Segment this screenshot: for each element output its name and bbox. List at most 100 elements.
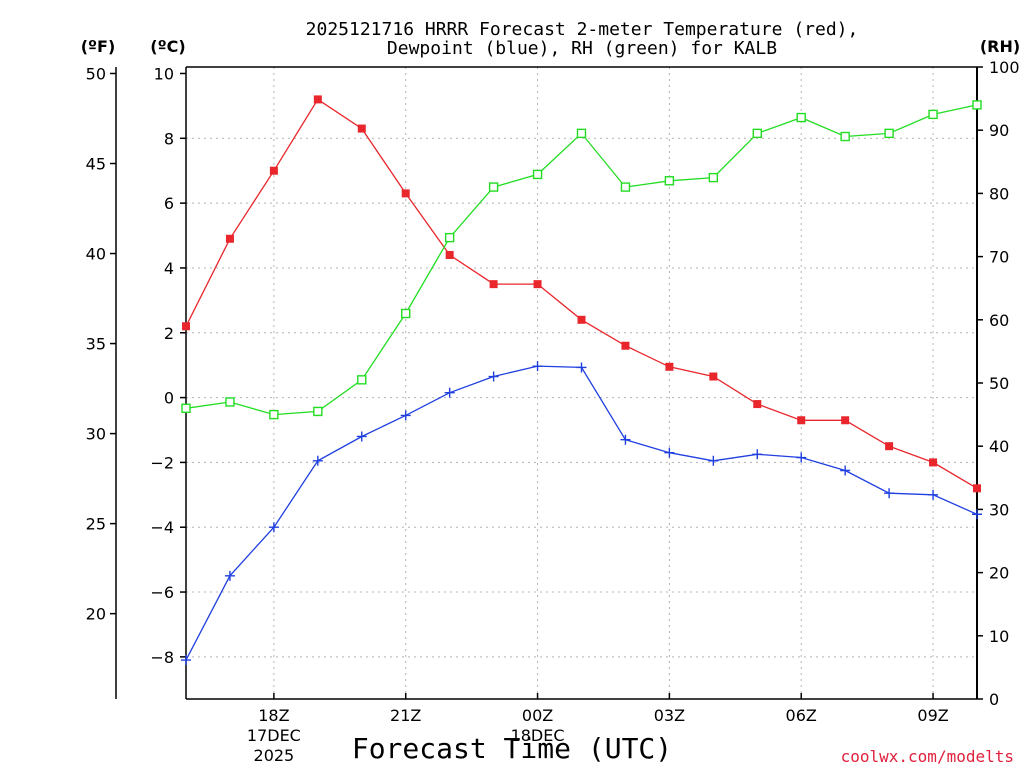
temperature-point [621,341,630,350]
celsius-tick-label: −8 [150,648,174,667]
x-tick-label: 00Z [522,706,553,725]
celsius-tick-label: 4 [164,259,174,278]
fahrenheit-tick-label: 40 [86,245,106,264]
rh-tick-label: 100 [989,58,1020,77]
celsius-tick-label: −2 [150,453,174,472]
dewpoint-point [884,488,895,499]
rh-tick-label: 30 [989,500,1009,519]
rh-point [620,182,631,192]
dewpoint-point [444,387,455,398]
celsius-tick-label: 6 [164,194,174,213]
temperature-point [182,322,190,331]
temperature-point [885,442,894,451]
tick-labels: −8−6−4−202468102025303540455001020304050… [86,58,1020,765]
temperature-point [269,166,278,175]
rh-point [357,375,367,385]
rh-point [532,169,543,180]
dewpoint-point [356,431,367,442]
fahrenheit-tick-label: 45 [86,155,106,174]
dewpoint-point [928,489,939,500]
rh-unit-label: (RH) [980,37,1020,56]
rh-point [444,232,455,243]
rh-point [972,100,982,110]
series-temperature [182,95,981,493]
rh-tick-label: 50 [989,374,1009,393]
rh-point [796,112,806,123]
dewpoint-point [312,455,323,466]
rh-point [884,128,894,139]
rh-tick-label: 40 [989,437,1009,456]
x-tick-year: 2025 [254,746,295,765]
dewpoint-point [268,522,279,533]
celsius-tick-label: 0 [164,389,174,408]
temperature-point [533,280,542,289]
rh-point [576,128,587,139]
dewpoint-point [972,509,982,520]
rh-tick-label: 70 [989,248,1009,267]
temperature-point [489,280,498,289]
temperature-point [709,372,718,381]
x-tick-date: 17DEC [247,726,301,745]
temperature-line [185,98,978,489]
rh-tick-label: 10 [989,627,1009,646]
temperature-point [313,95,322,104]
gridlines [186,67,977,699]
fahrenheit-tick-label: 35 [86,335,106,354]
celsius-tick-label: 2 [164,324,174,343]
axes [110,66,983,700]
rh-point [708,172,719,183]
dewpoint-point [532,361,543,372]
celsius-tick-label: 10 [154,64,174,83]
rh-point [401,308,411,319]
series-rh [181,100,982,420]
temperature-point [797,416,806,425]
rh-point [225,397,235,407]
temperature-point [577,315,586,324]
x-axis-title: Forecast Time (UTC) [352,732,672,765]
rh-point [313,406,323,417]
dewpoint-point [840,465,851,476]
dewpoint-point [181,655,191,666]
rh-point [269,409,279,420]
rh-point [840,131,850,142]
rh-tick-label: 20 [989,564,1009,583]
rh-point [181,403,191,413]
dewpoint-point [400,410,411,421]
rh-point [488,182,499,192]
dewpoint-point [576,362,587,373]
dewpoint-point [796,452,807,463]
temperature-point [753,400,762,409]
fahrenheit-tick-label: 30 [86,425,106,444]
temperature-point [665,362,674,371]
x-tick-label: 03Z [654,706,685,725]
temperature-point [225,234,234,243]
rh-tick-label: 0 [989,690,999,709]
dewpoint-point [752,449,763,460]
rh-tick-label: 90 [989,121,1009,140]
temperature-point [401,189,410,198]
fahrenheit-tick-label: 25 [86,515,106,534]
temperature-point [929,458,938,467]
source-credit: coolwx.com/modelts [841,747,1014,766]
fahrenheit-tick-label: 50 [86,64,106,83]
rh-tick-label: 80 [989,184,1009,203]
temperature-point [973,484,981,493]
fahrenheit-tick-label: 20 [86,605,106,624]
x-tick-date: 18DEC [511,726,565,745]
rh-point [752,128,762,139]
dewpoint-point [488,371,499,382]
x-tick-label: 09Z [917,706,948,725]
temperature-point [357,124,366,133]
series-dewpoint [181,361,982,666]
temperature-point [841,416,850,425]
celsius-tick-label: −6 [150,583,174,602]
rh-point [664,176,675,186]
rh-point [928,109,938,120]
celsius-tick-label: −4 [150,518,174,537]
fahrenheit-unit-label: (ºF) [81,37,116,56]
x-tick-label: 21Z [390,706,421,725]
dewpoint-point [620,434,631,445]
chart-title-line2: Dewpoint (blue), RH (green) for KALB [387,38,777,59]
celsius-unit-label: (ºC) [150,37,185,56]
